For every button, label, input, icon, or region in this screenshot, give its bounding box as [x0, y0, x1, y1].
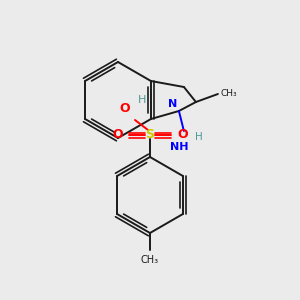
Text: CH₃: CH₃	[141, 255, 159, 265]
Text: S: S	[146, 128, 154, 142]
Text: O: O	[119, 102, 130, 115]
Text: CH₃: CH₃	[221, 88, 238, 98]
Text: O: O	[112, 128, 123, 142]
Text: H: H	[195, 132, 203, 142]
Text: NH: NH	[170, 142, 188, 152]
Text: O: O	[177, 128, 188, 142]
Text: H: H	[138, 95, 146, 105]
Text: N: N	[168, 99, 177, 109]
